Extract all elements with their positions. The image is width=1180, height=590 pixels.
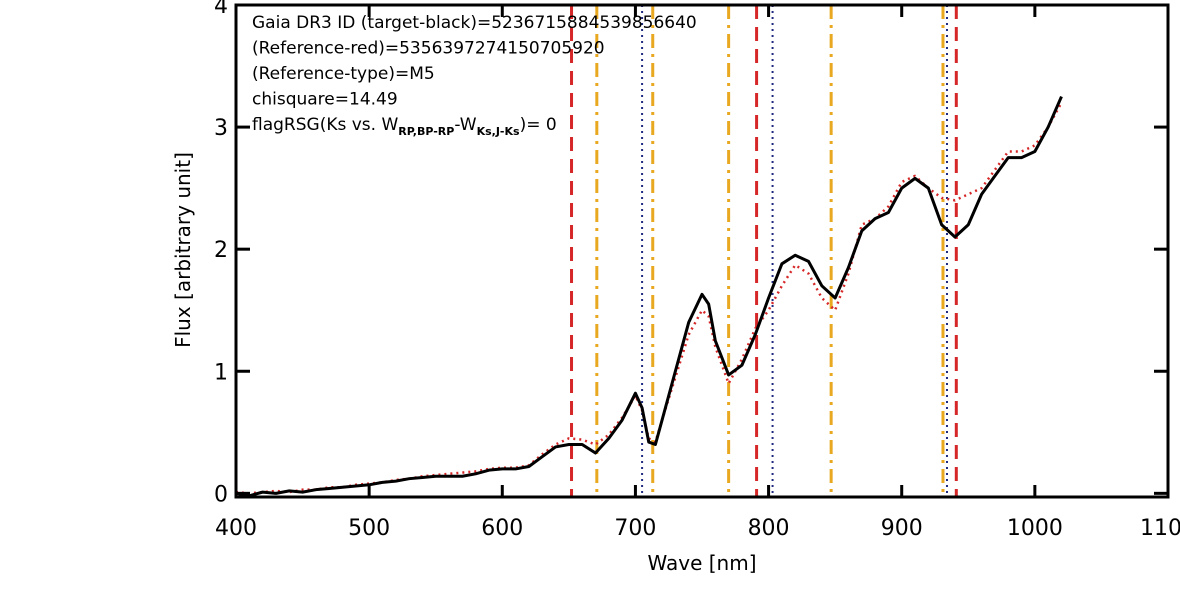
- annotation: (Reference-type)=M5: [252, 64, 435, 84]
- y-tick-label: 2: [214, 238, 228, 263]
- x-tick-label: 600: [481, 516, 523, 541]
- y-tick-label: 0: [214, 482, 228, 507]
- x-tick-label: 900: [881, 516, 923, 541]
- annotation: Gaia DR3 ID (target-black)=5236715884539…: [252, 13, 697, 33]
- flag-part: Ks,J-Ks: [477, 125, 520, 138]
- x-tick-label: 1000: [1007, 516, 1063, 541]
- flag-part: -W: [454, 115, 476, 135]
- x-tick-label: 500: [348, 516, 390, 541]
- x-axis-label: Wave [nm]: [647, 551, 756, 575]
- x-tick-label: 800: [748, 516, 790, 541]
- y-tick-label: 4: [214, 0, 228, 19]
- flag-part: RP,BP-RP: [398, 125, 454, 138]
- y-tick-label: 3: [214, 116, 228, 141]
- plot-frame: [234, 3, 1170, 499]
- y-tick-label: 1: [214, 360, 228, 385]
- x-tick-label: 400: [215, 516, 257, 541]
- annotation: (Reference-red)=5356397274150705920: [252, 39, 605, 59]
- x-tick-label: 700: [614, 516, 656, 541]
- flag-annotation: flagRSG(Ks vs. WRP,BP-RP-WKs,J-Ks)= 0: [252, 115, 557, 138]
- annotation: chisquare=14.49: [252, 90, 398, 110]
- spectrum-line: [235, 95, 1063, 498]
- flag-part: flagRSG(Ks vs. W: [252, 115, 398, 135]
- flag-part: )= 0: [520, 115, 557, 135]
- y-axis-label: Flux [arbitrary unit]: [171, 152, 195, 348]
